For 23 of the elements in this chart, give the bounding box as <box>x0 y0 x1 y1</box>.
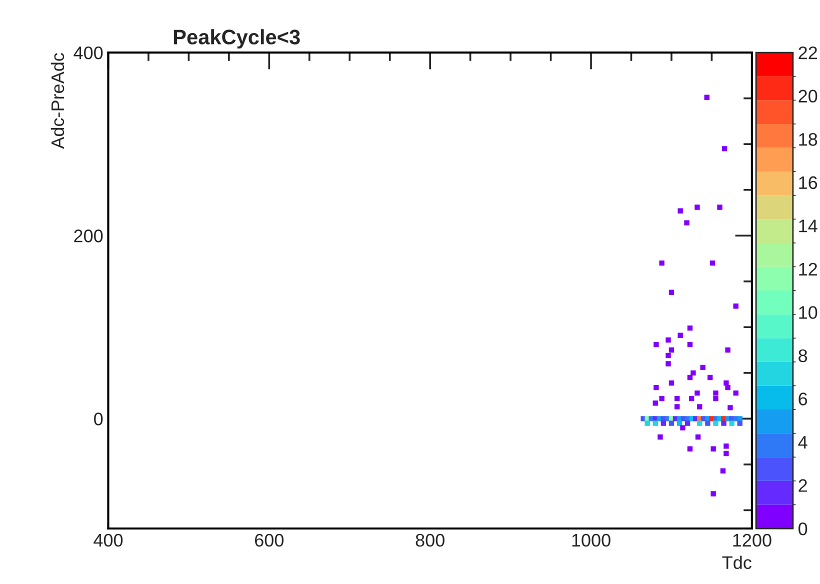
y-tick-label: 400 <box>74 46 103 60</box>
color-bar-label: 14 <box>799 220 818 232</box>
color-bar-label: 18 <box>799 133 818 146</box>
y-tick-label: 0 <box>94 412 103 426</box>
x-tick-label: 600 <box>255 534 284 547</box>
color-bar-label: 12 <box>799 262 817 276</box>
color-bar-label: 22 <box>798 46 817 60</box>
x-tick-label: 1000 <box>572 534 610 547</box>
color-bar-label: 2 <box>798 479 807 492</box>
color-bar-label: 16 <box>799 176 818 190</box>
x-axis-title: Tdc <box>722 556 752 570</box>
color-bar-label: 8 <box>798 349 808 362</box>
y-axis-title: Adc-PreAdc <box>50 53 64 149</box>
color-bar-label: 20 <box>798 90 818 103</box>
chart-title: PeakCycle<3 <box>174 29 300 49</box>
y-tick-label: 200 <box>74 230 103 242</box>
color-bar-label: 4 <box>798 436 808 449</box>
x-tick-label: 1200 <box>733 534 772 547</box>
x-tick-label: 800 <box>416 534 444 547</box>
color-bar-label: 0 <box>798 522 808 536</box>
color-bar-label: 6 <box>798 392 808 406</box>
x-tick-label: 400 <box>94 534 123 547</box>
color-bar-label: 10 <box>799 306 818 319</box>
